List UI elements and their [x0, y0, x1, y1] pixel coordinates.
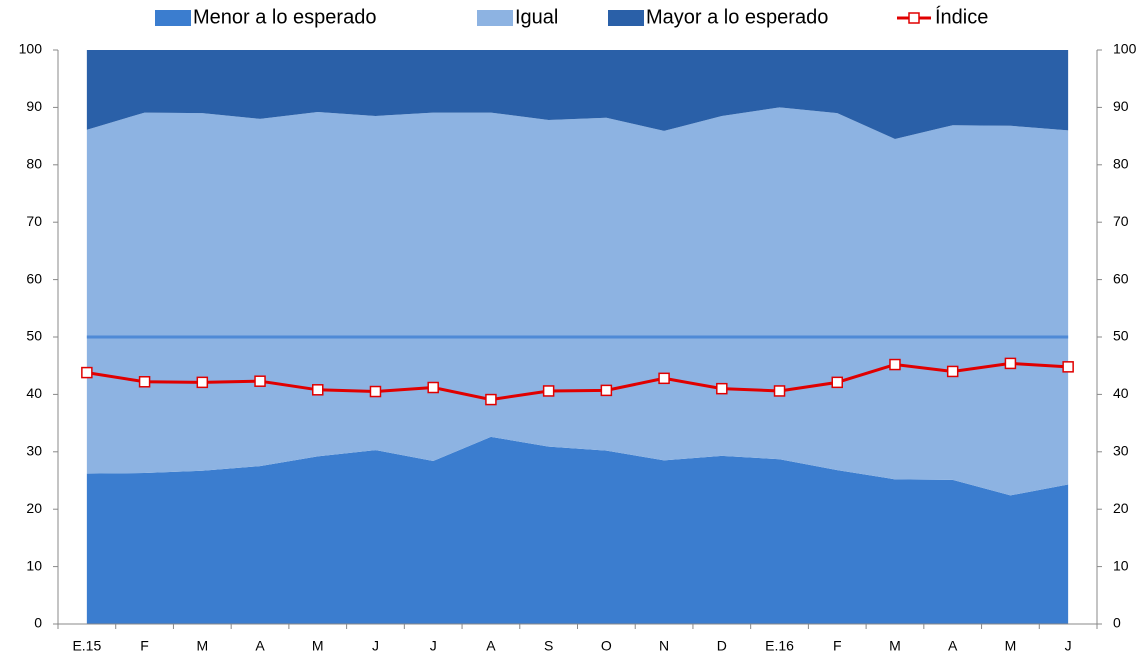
y2-tick-label: 100	[1113, 41, 1137, 57]
x-tick-label: S	[544, 638, 553, 654]
y2-tick-label: 30	[1113, 443, 1129, 459]
line-marker	[542, 385, 555, 397]
y-tick-label: 100	[19, 41, 43, 57]
line-marker	[600, 384, 613, 397]
legend-marker	[908, 12, 920, 24]
y-tick-label: 80	[26, 156, 42, 172]
line-marker	[81, 366, 93, 379]
line-marker	[485, 393, 497, 406]
line-marker	[369, 385, 382, 398]
x-tick-label: N	[659, 638, 669, 654]
x-tick-label: F	[140, 638, 149, 654]
line-marker	[1062, 361, 1074, 373]
legend-label: Igual	[515, 6, 558, 28]
line-marker	[716, 382, 728, 395]
y-tick-label: 60	[26, 270, 42, 286]
x-tick-label: O	[601, 638, 612, 654]
area	[86, 436, 1069, 624]
x-tick-label: A	[948, 638, 958, 654]
x-tick-label: M	[1005, 638, 1017, 654]
legend-swatch	[477, 10, 513, 26]
area	[86, 107, 1069, 496]
y-tick-label: 30	[26, 443, 42, 459]
line-marker	[946, 365, 959, 378]
y-tick-label: 90	[26, 98, 42, 114]
y2-tick-label: 90	[1113, 98, 1129, 114]
line-marker	[196, 376, 209, 389]
x-tick-label: E.16	[765, 638, 794, 654]
area	[86, 50, 1069, 139]
x-tick-label: J	[372, 638, 379, 654]
x-tick-label: M	[312, 638, 324, 654]
x-tick-label: A	[486, 638, 496, 654]
x-tick-label: M	[196, 638, 208, 654]
y-tick-label: 20	[26, 500, 42, 516]
y2-tick-label: 0	[1113, 615, 1121, 631]
line-marker	[1004, 357, 1017, 370]
y2-tick-label: 80	[1113, 156, 1129, 172]
x-tick-label: M	[889, 638, 901, 654]
x-tick-label: E.15	[72, 638, 101, 654]
line-marker	[889, 358, 901, 371]
legend-label: Mayor a lo esperado	[646, 6, 828, 28]
y2-tick-label: 40	[1113, 385, 1129, 401]
y-tick-label: 40	[26, 385, 42, 401]
x-tick-label: F	[833, 638, 842, 654]
line-marker	[831, 376, 843, 389]
y2-tick-label: 10	[1113, 557, 1129, 573]
x-tick-label: J	[430, 638, 437, 654]
line-marker	[312, 384, 324, 396]
y2-tick-label: 60	[1113, 270, 1129, 286]
y-tick-label: 50	[26, 328, 42, 344]
line-marker	[427, 381, 439, 394]
y-tick-label: 0	[34, 615, 42, 631]
line-marker	[773, 385, 786, 397]
x-tick-label: J	[1065, 638, 1072, 654]
y2-tick-label: 70	[1113, 213, 1129, 229]
y2-tick-label: 20	[1113, 500, 1129, 516]
legend-swatch	[608, 10, 644, 26]
y2-tick-label: 50	[1113, 328, 1129, 344]
line	[86, 361, 1069, 402]
line-marker	[658, 372, 670, 385]
x-tick-label: A	[255, 638, 265, 654]
legend-label: Índice	[935, 5, 988, 28]
legend-label: Menor a lo esperado	[193, 6, 376, 28]
x-tick-label: D	[717, 638, 727, 654]
line-marker	[138, 376, 151, 388]
y-tick-label: 10	[26, 557, 42, 573]
y-tick-label: 70	[26, 213, 42, 229]
line-marker	[254, 375, 266, 387]
legend-swatch	[155, 10, 191, 26]
